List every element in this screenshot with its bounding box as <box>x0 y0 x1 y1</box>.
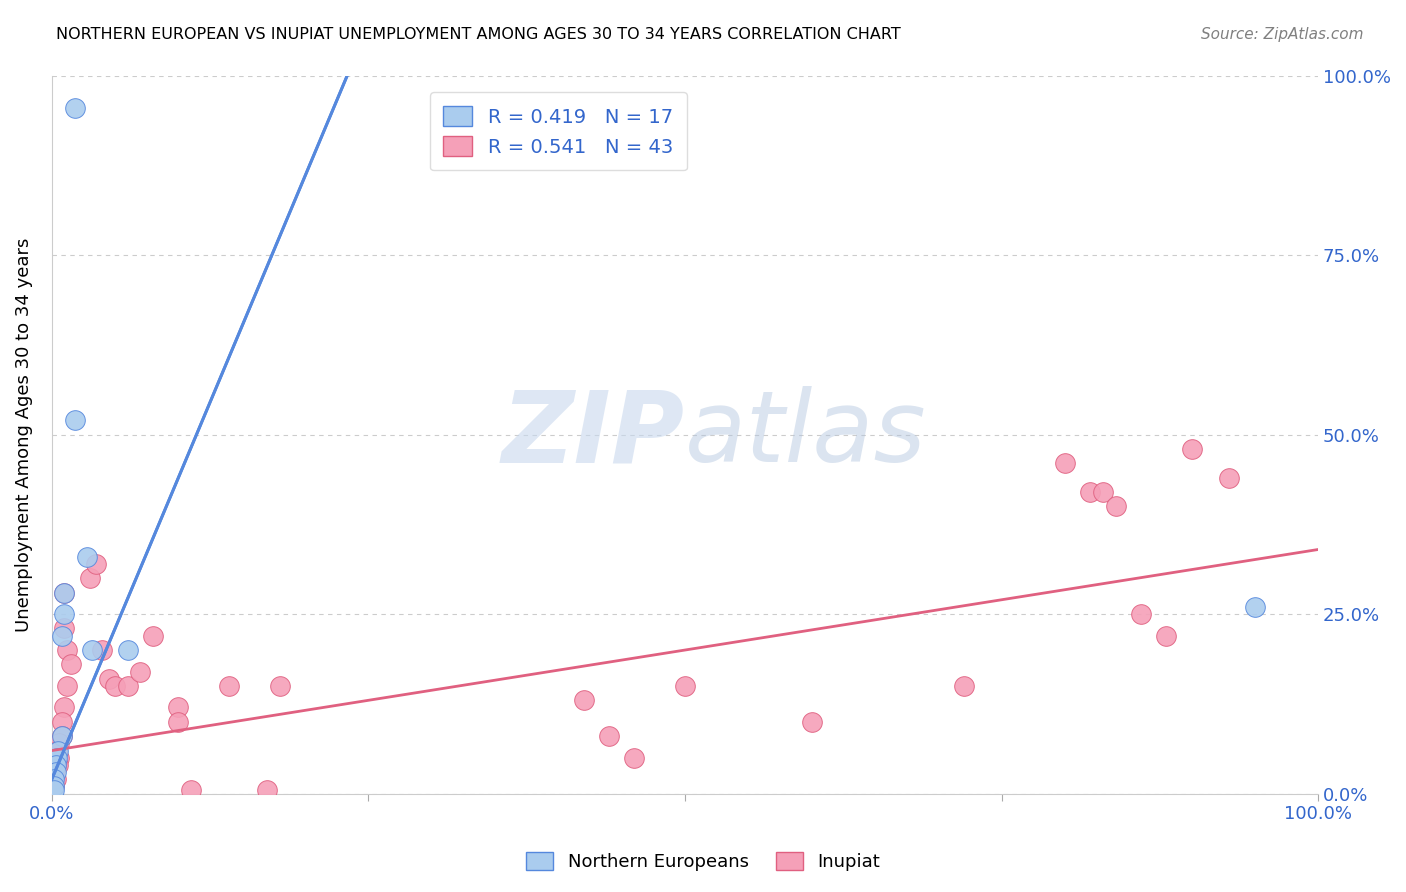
Point <box>44 783 66 797</box>
Point <box>51 629 73 643</box>
Point <box>1129 607 1152 621</box>
Point <box>167 714 190 729</box>
Point <box>269 679 291 693</box>
Point <box>79 571 101 585</box>
Point <box>46 743 69 757</box>
Text: NORTHERN EUROPEAN VS INUPIAT UNEMPLOYMENT AMONG AGES 30 TO 34 YEARS CORRELATION : NORTHERN EUROPEAN VS INUPIAT UNEMPLOYMEN… <box>56 27 901 42</box>
Point <box>51 729 73 743</box>
Point <box>1180 442 1202 456</box>
Point <box>167 700 190 714</box>
Point <box>1053 456 1076 470</box>
Point <box>1091 485 1114 500</box>
Point <box>76 549 98 564</box>
Point <box>46 758 69 772</box>
Point <box>104 679 127 693</box>
Point <box>45 743 67 757</box>
Point <box>45 772 67 787</box>
Point <box>598 729 620 743</box>
Legend: Northern Europeans, Inupiat: Northern Europeans, Inupiat <box>519 845 887 879</box>
Point <box>256 783 278 797</box>
Point <box>800 714 823 729</box>
Point <box>53 585 76 599</box>
Point <box>1078 485 1101 500</box>
Text: ZIP: ZIP <box>502 386 685 483</box>
Point <box>1154 629 1177 643</box>
Point <box>1104 500 1126 514</box>
Point <box>53 700 76 714</box>
Point <box>97 672 120 686</box>
Point <box>142 629 165 643</box>
Point <box>952 679 974 693</box>
Point <box>56 643 79 657</box>
Point <box>117 643 139 657</box>
Y-axis label: Unemployment Among Ages 30 to 34 years: Unemployment Among Ages 30 to 34 years <box>15 237 32 632</box>
Point <box>53 622 76 636</box>
Point <box>59 657 82 672</box>
Point <box>180 783 202 797</box>
Point <box>45 758 67 772</box>
Point <box>572 693 595 707</box>
Point <box>129 665 152 679</box>
Point <box>1243 599 1265 614</box>
Point <box>623 751 645 765</box>
Point <box>48 751 70 765</box>
Point <box>1218 471 1240 485</box>
Point <box>84 557 107 571</box>
Point <box>45 758 67 772</box>
Point <box>82 643 104 657</box>
Point <box>45 765 67 780</box>
Point <box>53 585 76 599</box>
Point <box>51 714 73 729</box>
Text: atlas: atlas <box>685 386 927 483</box>
Point <box>45 751 67 765</box>
Point <box>218 679 240 693</box>
Point <box>51 729 73 743</box>
Point <box>63 413 86 427</box>
Point <box>48 736 70 750</box>
Point <box>44 780 66 794</box>
Point <box>53 607 76 621</box>
Point <box>91 643 114 657</box>
Point <box>63 101 86 115</box>
Point <box>56 679 79 693</box>
Point <box>673 679 696 693</box>
Legend: R = 0.419   N = 17, R = 0.541   N = 43: R = 0.419 N = 17, R = 0.541 N = 43 <box>430 93 688 170</box>
Text: Source: ZipAtlas.com: Source: ZipAtlas.com <box>1201 27 1364 42</box>
Point <box>117 679 139 693</box>
Point <box>44 780 66 794</box>
Point <box>44 772 66 787</box>
